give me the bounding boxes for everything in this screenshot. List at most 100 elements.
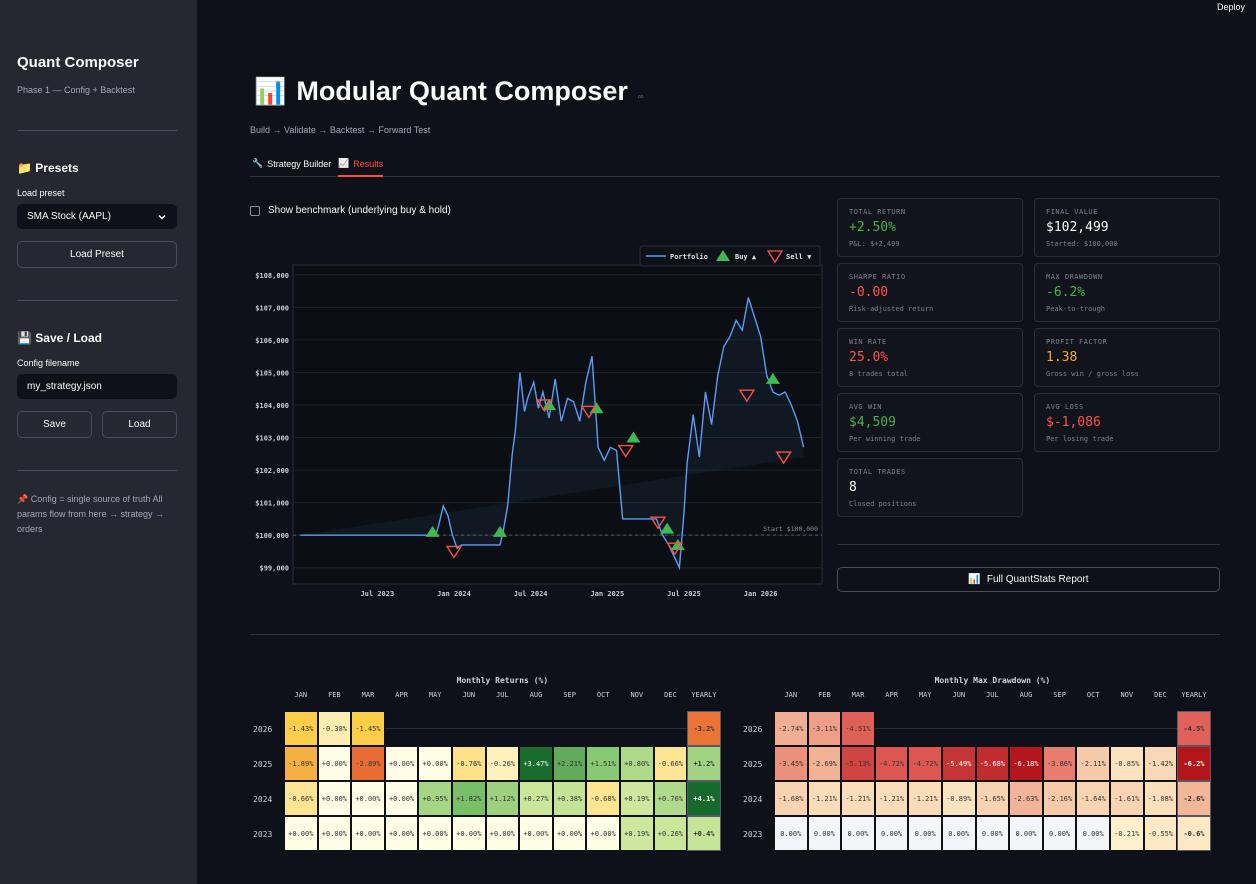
heatmap-cell: +0.00% xyxy=(351,781,385,816)
load-preset-label: Load preset xyxy=(17,188,65,198)
checkbox-box[interactable] xyxy=(250,205,260,216)
portfolio-line xyxy=(300,297,805,571)
buy-marker xyxy=(493,525,507,537)
tab-strategy-builder[interactable]: 🔧 Strategy Builder xyxy=(252,158,332,169)
heatmap-cell: -4.51% xyxy=(841,711,875,746)
heatmap-empty-cell xyxy=(975,728,1010,729)
sell-marker xyxy=(580,405,598,419)
sidebar-title: Quant Composer xyxy=(17,54,139,71)
anchor-link-icon[interactable]: ∞ xyxy=(637,92,644,101)
equity-curve-chart: $108,000 $107,000 $106,000 $105,000 $104,000… xyxy=(255,245,823,598)
heatmap-cell: +0.76% xyxy=(653,781,688,816)
legend-buy-label: Buy ▲ xyxy=(735,253,757,261)
heatmap-empty-cell xyxy=(874,728,909,729)
heatmap-cell: +0.00% xyxy=(384,746,419,781)
metric-card-max-drawdown: MAX DRAWDOWN -6.2% Peak-to-trough xyxy=(1034,263,1220,322)
heatmap-row-label: 2024 xyxy=(743,795,763,804)
heatmap-column-header: NOV xyxy=(630,691,644,699)
chevron-down-icon xyxy=(158,214,166,220)
pipeline-caption: Build → Validate → Backtest → Forward Te… xyxy=(250,125,431,135)
heatmap-cell: -3.2% xyxy=(687,711,721,746)
heatmap-cell: +2.21% xyxy=(552,746,587,781)
divider xyxy=(250,634,1220,635)
heatmap-cell: -5.68% xyxy=(975,746,1010,781)
heatmap-cell: +1.2% xyxy=(687,746,721,781)
heatmap-column-header: JUL xyxy=(496,691,509,699)
load-preset-button[interactable]: Load Preset xyxy=(17,241,177,268)
metric-card-win-rate: WIN RATE 25.0% 8 trades total xyxy=(837,328,1023,387)
heatmap-cell: 0.00% xyxy=(908,816,942,851)
sell-marker xyxy=(536,399,553,413)
x-tick-label: Jan 2025 xyxy=(590,590,624,598)
heatmap-column-header: APR xyxy=(395,691,408,699)
tab-results[interactable]: 📈 Results xyxy=(338,152,384,177)
heatmap-cell: -3.11% xyxy=(807,711,842,746)
metric-label: SHARPE RATIO xyxy=(849,273,906,281)
metric-value: 25.0% xyxy=(849,350,889,365)
divider xyxy=(17,300,177,301)
heatmap-row-label: 2024 xyxy=(253,795,273,804)
y-tick-label: $102,000 xyxy=(255,467,289,475)
heatmap-cell: +0.00% xyxy=(485,816,520,851)
y-tick-label: $108,000 xyxy=(255,272,289,280)
page-title-text: Modular Quant Composer xyxy=(296,76,628,106)
heatmap-column-header: DEC xyxy=(1154,691,1167,699)
metric-subtitle: P&L: $+2,499 xyxy=(849,240,900,248)
heatmap-column-header: MAY xyxy=(918,691,932,699)
config-filename-label: Config filename xyxy=(17,358,80,368)
heatmap-cell: +0.27% xyxy=(519,781,553,816)
heatmap-cell: +0.00% xyxy=(284,816,318,851)
heatmap-cell: -0.66% xyxy=(653,746,688,781)
heatmap-empty-cell xyxy=(384,728,419,729)
buy-marker xyxy=(670,538,685,550)
metric-label: WIN RATE xyxy=(849,338,887,346)
heatmap-column-header: YEARLY xyxy=(1181,691,1207,699)
metric-value: +2.50% xyxy=(849,220,896,235)
heatmap-column-header: JUN xyxy=(952,691,966,699)
metric-label: MAX DRAWDOWN xyxy=(1046,273,1103,281)
page-title: 📊 Modular Quant Composer ∞ xyxy=(254,76,644,107)
legend-sell-swatch xyxy=(766,250,784,264)
metric-subtitle: Per losing trade xyxy=(1046,435,1114,443)
heatmap-cell: -1.21% xyxy=(807,781,842,816)
presets-heading: 📁 Presets xyxy=(17,161,79,175)
heatmap-column-header: APR xyxy=(885,691,898,699)
heatmap-cell: 0.00% xyxy=(774,816,808,851)
heatmap-cell: -0.21% xyxy=(1110,816,1144,851)
heatmap-row-label: 2023 xyxy=(743,830,763,839)
save-button[interactable]: Save xyxy=(17,411,92,438)
heatmap-empty-cell xyxy=(1110,728,1144,729)
config-filename-input[interactable]: my_strategy.json xyxy=(17,374,177,399)
heatmap-cell: +1.12% xyxy=(485,781,520,816)
metric-value: $4,509 xyxy=(849,415,896,430)
heatmap-cell: -0.6% xyxy=(1177,816,1211,851)
y-tick-label: $107,000 xyxy=(255,304,289,312)
heatmap-column-header: AUG xyxy=(1019,691,1033,699)
deploy-button[interactable]: Deploy xyxy=(1217,2,1246,12)
y-tick-label: $104,000 xyxy=(255,402,289,410)
heatmap-cell: -2.6% xyxy=(1177,781,1211,816)
full-quantstats-report-button[interactable]: 📊 Full QuantStats Report xyxy=(837,567,1220,592)
heatmap-empty-cell xyxy=(1042,728,1077,729)
heatmap-cell: -6.18% xyxy=(1009,746,1043,781)
heatmap-empty-cell xyxy=(586,728,620,729)
heatmap-cell: +1.51% xyxy=(586,746,620,781)
heatmap-cell: +0.00% xyxy=(452,816,486,851)
load-button[interactable]: Load xyxy=(102,411,177,438)
metric-value: $102,499 xyxy=(1046,220,1109,235)
heatmap-cell: +0.38% xyxy=(552,781,587,816)
divider xyxy=(837,544,1220,545)
heatmap-cell: -0.68% xyxy=(586,781,620,816)
heatmap-cell: 0.00% xyxy=(975,816,1010,851)
heatmap-cell: +0.00% xyxy=(418,816,452,851)
y-tick-label: $106,000 xyxy=(255,337,289,345)
heatmap-cell: -3.86% xyxy=(1042,746,1077,781)
heatmap-cell: -1.64% xyxy=(1076,781,1110,816)
heatmap-cell: 0.00% xyxy=(807,816,842,851)
show-benchmark-checkbox[interactable]: Show benchmark (underlying buy & hold) xyxy=(250,205,451,216)
divider xyxy=(17,470,177,471)
x-tick-label: Jan 2026 xyxy=(744,590,778,598)
heatmap-cell: +4.1% xyxy=(687,781,721,816)
preset-select[interactable]: SMA Stock (AAPL) xyxy=(17,204,177,229)
heatmap-cell: -1.21% xyxy=(874,781,909,816)
